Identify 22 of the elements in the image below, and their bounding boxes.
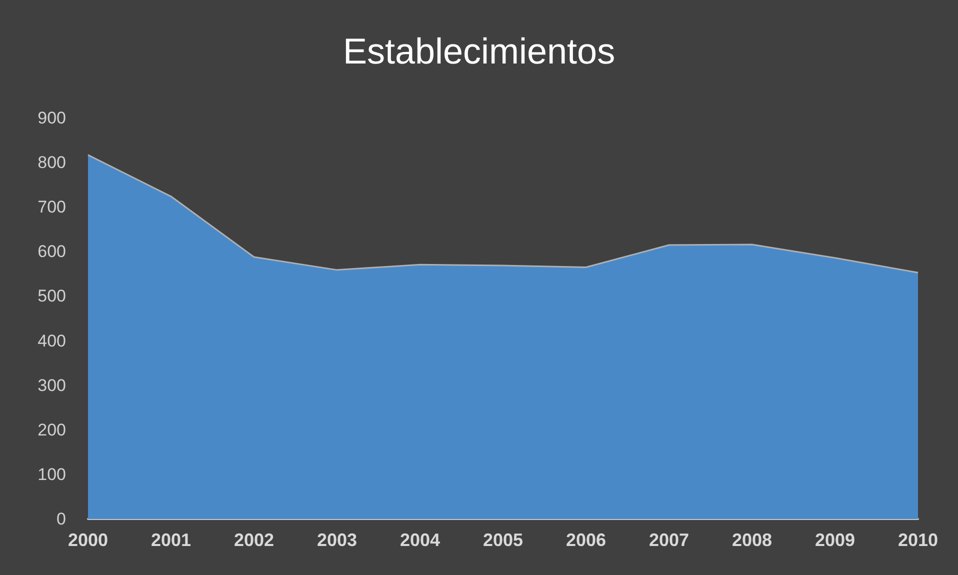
x-tick-label: 2009 [814,530,856,550]
x-tick-label: 2008 [732,530,772,550]
y-tick-label: 300 [38,376,66,395]
y-tick-label: 400 [38,331,66,350]
x-tick-label: 2006 [566,530,606,550]
y-tick-label: 900 [38,108,66,128]
y-tick-label: 0 [56,510,66,528]
x-tick-label: 2010 [898,530,938,550]
y-tick-label: 200 [38,420,66,440]
y-tick-label: 100 [38,464,66,484]
x-tick-label: 2007 [648,530,690,550]
y-tick-label: 600 [38,242,66,262]
y-tick-label: 800 [38,153,66,172]
x-tick-label: 2004 [400,530,440,550]
x-tick-label: 2000 [68,530,108,550]
chart-title: Establecimientos [342,30,616,72]
x-tick-label: 2002 [234,530,274,550]
x-tick-label: 2003 [316,530,358,550]
y-tick-label: 700 [38,198,66,217]
y-tick-label: 500 [38,286,66,306]
x-tick-label: 2001 [150,530,192,550]
x-tick-label: 2005 [482,530,524,550]
